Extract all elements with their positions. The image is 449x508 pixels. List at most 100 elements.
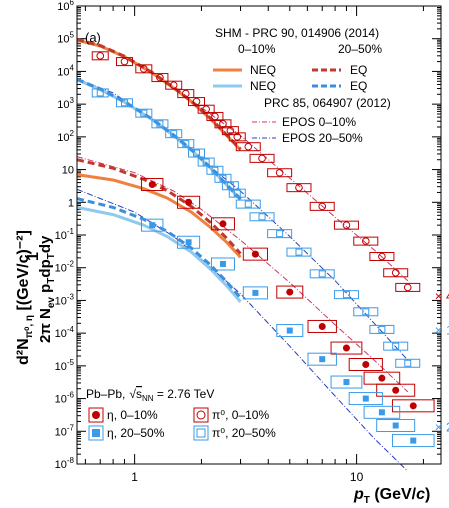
y-title-num-sub: π⁰, η: [24, 315, 35, 338]
legend-pi0-20-50-cent: , 20–50%: [225, 426, 276, 440]
legend-pi0-20-50-marker: [193, 425, 209, 441]
point--20-50-: [96, 89, 104, 97]
scale-label: × 102: [435, 321, 449, 338]
point--20-50--syst-box: [115, 98, 133, 108]
point--0-10--syst-box: [383, 268, 409, 278]
point--0-10-: [169, 81, 178, 89]
legend-marker-symbol: [196, 410, 206, 420]
point--20-50-: [244, 200, 252, 208]
legend-marker-box: [193, 425, 209, 441]
point--0-10--syst-box: [249, 153, 275, 163]
y-tick-label: 10-6: [55, 391, 75, 406]
legend-shm-title: SHM - PRC 90, 014906 (2014): [215, 26, 379, 40]
point--0-10-: [181, 89, 190, 98]
y-tick-label: 102: [57, 129, 74, 144]
point--0-10-: [120, 57, 129, 66]
x-tick-labels: 1 10: [131, 470, 363, 484]
point--20-50-: [392, 342, 400, 350]
point--20-50-: [318, 270, 326, 278]
point--0-10-: [258, 154, 266, 163]
point--20-50-: [343, 379, 350, 386]
point--0-10--syst-box: [395, 282, 421, 292]
point--20-50-: [295, 248, 303, 256]
legend-eta-0-10-marker: [88, 407, 104, 423]
legend-neq-20-50-label: NEQ: [250, 79, 276, 93]
point--0-10-: [391, 268, 400, 277]
point--20-50-: [378, 325, 386, 333]
point--20-50--syst-box: [330, 375, 363, 389]
legend-shm-col1: 0–10%: [238, 42, 276, 56]
point--20-50--syst-box: [221, 181, 239, 191]
point--0-10-: [251, 250, 259, 258]
y-axis-title-denominator: 2π Nev pTdpTdy: [37, 235, 57, 343]
point--0-10--syst-box: [267, 168, 293, 178]
point--0-10-: [342, 221, 351, 229]
x-title-unit: (GeV/: [370, 486, 417, 503]
point--0-10-: [96, 52, 105, 60]
point--20-50--syst-box: [135, 108, 153, 118]
point--20-50-: [211, 166, 219, 174]
scale-factor-labels: × 4×102 × 102 × 2×10-1: [435, 287, 449, 435]
point--0-10--syst-box: [165, 80, 183, 90]
point--20-50-: [378, 409, 385, 416]
y-tick-label: 10-7: [55, 423, 75, 438]
legend-data: Pb–Pb, √sNN = 2.76 TeV η, 0–10% π⁰, 0–10%…: [86, 387, 276, 441]
svg-text:2π Nev pTdpTdy: 2π Nev pTdpTdy: [37, 235, 57, 343]
y-tick-label: 10-5: [55, 358, 75, 373]
curve-neq-0-10-: [76, 173, 242, 259]
point--20-50-: [193, 149, 201, 157]
scale-label: × 4×102: [435, 287, 449, 304]
legend-pi0-20-50-label: π⁰, 20–50%: [212, 426, 276, 440]
point--20-50-: [182, 140, 190, 148]
point--0-10--syst-box: [210, 217, 235, 231]
point--0-10--syst-box: [369, 252, 395, 262]
point--0-10--syst-box: [177, 195, 201, 209]
point--0-10--syst-box: [309, 201, 335, 211]
y-tick-label: 10-8: [55, 456, 75, 471]
legend-system: Pb–Pb, √sNN = 2.76 TeV: [86, 387, 214, 403]
point--0-10-: [342, 344, 350, 352]
point--20-50--syst-box: [235, 199, 261, 209]
y-tick-labels: 10-8 10-7 10-6 10-5 10-4 10-3 10-2 10-1 1 10 102 10…: [55, 0, 75, 471]
point--20-50-: [276, 230, 284, 238]
point--20-50--syst-box: [228, 188, 246, 198]
x-tick-label: 10: [350, 470, 364, 484]
y-tick-label: 10: [62, 165, 74, 177]
point--0-10-: [318, 202, 327, 211]
point--20-50--syst-box: [307, 352, 337, 366]
point--20-50-: [392, 422, 399, 429]
point--20-50--syst-box: [165, 129, 183, 139]
point--20-50--syst-box: [242, 286, 268, 300]
y-title-num: d²N: [15, 338, 32, 365]
point--0-10-: [185, 198, 193, 206]
point--0-10-: [140, 65, 148, 73]
point--20-50--syst-box: [391, 434, 435, 448]
scale-label: × 2×10-1: [435, 418, 449, 435]
y-tick-label: 10-4: [55, 325, 75, 340]
point--0-10--syst-box: [91, 51, 109, 61]
point--0-10-: [226, 126, 235, 135]
point--20-50--syst-box: [91, 88, 109, 98]
legend-eta-20-50-cent: , 20–50%: [114, 426, 165, 440]
point--20-50-: [252, 289, 259, 296]
point--0-10--syst-box: [177, 89, 195, 99]
legend-eq-20-50-label: EQ: [350, 79, 367, 93]
legend-eta-20-50-particle: η: [107, 426, 114, 440]
point--0-10--syst-box: [214, 119, 232, 129]
point--20-50--syst-box: [395, 358, 421, 368]
point--20-50--syst-box: [376, 419, 416, 433]
point--20-50--syst-box: [286, 247, 312, 257]
x-title-unit-end: ): [425, 486, 430, 503]
y-title-den: p: [37, 284, 54, 293]
point--0-10-: [378, 252, 386, 261]
point--20-50-: [202, 158, 210, 166]
curve-eq-0-10-: [76, 158, 242, 255]
point--0-10-: [202, 105, 210, 114]
legend-marker-symbol: [92, 429, 100, 437]
legend-pi0-20-50-particle: π⁰: [212, 426, 225, 440]
point--0-10--syst-box: [353, 236, 379, 246]
point--0-10-: [295, 183, 303, 192]
point--20-50--syst-box: [249, 212, 275, 222]
legend-pi0-0-10-label: π⁰, 0–10%: [212, 408, 269, 422]
point--0-10--syst-box: [188, 97, 206, 107]
